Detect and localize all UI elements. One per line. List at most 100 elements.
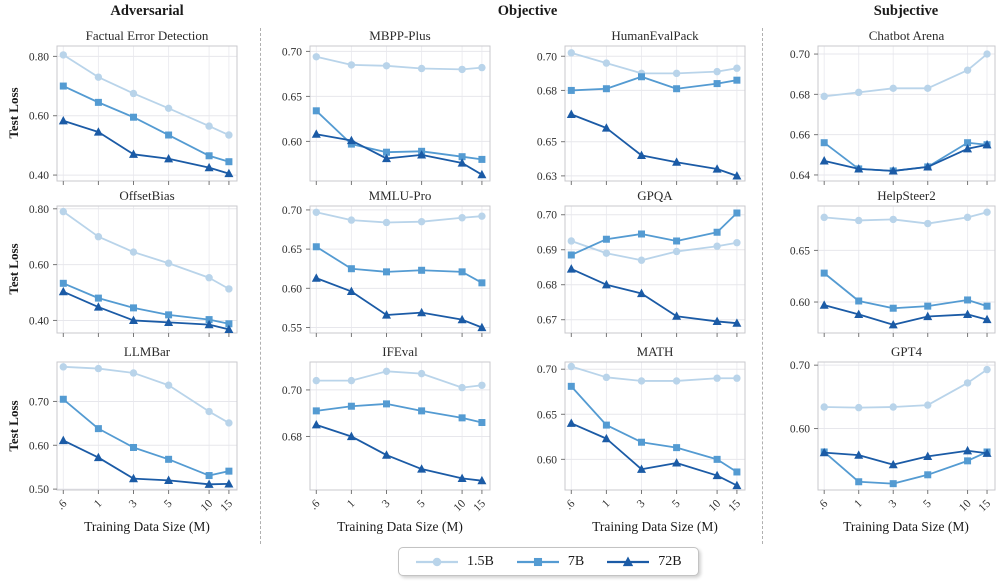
svg-text:0.50: 0.50 <box>29 484 49 496</box>
chart-chatbot-arena: Chatbot Arena 0.64 0.66 0.68 0.70 <box>766 28 1000 188</box>
svg-text:0.80: 0.80 <box>29 204 49 216</box>
svg-text:0.70: 0.70 <box>790 49 810 61</box>
svg-text:0.60: 0.60 <box>29 440 49 452</box>
legend-marker-triangle-icon <box>607 555 650 566</box>
separator-adversarial-objective <box>260 28 261 544</box>
svg-text:10: 10 <box>707 497 724 514</box>
svg-text:0.66: 0.66 <box>790 130 810 142</box>
group-header-objective: Objective <box>497 3 558 19</box>
svg-text:0.65: 0.65 <box>282 244 302 256</box>
legend-marker-square-icon <box>516 557 559 566</box>
svg-text:0.67: 0.67 <box>537 315 557 327</box>
legend-item-72b: 72B <box>606 553 682 570</box>
chatbot-arena-plot: 0.64 0.66 0.68 0.70 <box>790 45 996 185</box>
x-axis-label-col2: Training Data Size (M) <box>337 519 463 534</box>
svg-text:0.80: 0.80 <box>29 51 49 63</box>
svg-text:5: 5 <box>162 497 175 510</box>
svg-text:.6: .6 <box>563 497 578 512</box>
svg-text:0.70: 0.70 <box>282 46 302 58</box>
legend-item-1-5b: 1.5B <box>415 554 494 570</box>
chart-gpt4: GPT4 0.60 0.70 .6 1 3 5 10 15 <box>766 344 1000 534</box>
chart-humanevalpack: HumanEvalPack 0.63 0.65 0.68 0.70 <box>513 28 751 188</box>
chart-mbpp-plus: MBPP-Plus 0.60 0.65 0.70 <box>258 28 496 188</box>
svg-text:15: 15 <box>726 497 743 514</box>
chart-title: Chatbot Arena <box>868 28 945 43</box>
chart-helpsteer2: HelpSteer2 0.60 0.65 <box>766 188 1000 338</box>
svg-text:0.65: 0.65 <box>282 91 302 103</box>
svg-text:.6: .6 <box>55 497 70 512</box>
svg-text:0.60: 0.60 <box>29 260 49 272</box>
svg-text:3: 3 <box>887 497 900 510</box>
llmbar-plot: 0.50 0.60 0.70 .6 1 3 5 10 15 <box>29 361 238 514</box>
chart-llmbar: LLMBar 0.50 0.60 0.70 .6 1 3 5 10 15 <box>5 344 243 534</box>
helpsteer2-plot: 0.60 0.65 <box>790 205 996 337</box>
svg-text:0.40: 0.40 <box>29 315 49 327</box>
chart-math: MATH 0.60 0.65 0.70 .6 1 3 5 10 15 <box>513 344 751 534</box>
svg-text:10: 10 <box>452 497 469 514</box>
chart-title: Factual Error Detection <box>85 28 209 43</box>
svg-text:0.68: 0.68 <box>537 280 557 292</box>
chart-title: HelpSteer2 <box>877 188 936 203</box>
svg-text:0.60: 0.60 <box>282 136 302 148</box>
svg-text:0.63: 0.63 <box>537 171 557 183</box>
chart-title: GPT4 <box>890 344 923 359</box>
svg-text:1: 1 <box>92 497 105 510</box>
svg-text:0.68: 0.68 <box>537 85 557 97</box>
chart-ifeval: IFEval 0.68 0.70 .6 1 3 5 10 15 <box>258 344 496 534</box>
svg-text:5: 5 <box>670 497 683 510</box>
svg-text:15: 15 <box>218 497 235 514</box>
svg-text:5: 5 <box>921 497 934 510</box>
legend-label: 7B <box>567 553 585 569</box>
factual-error-detection-plot: 0.40 0.60 0.80 <box>29 45 238 185</box>
legend-label: 72B <box>658 553 682 569</box>
math-plot: 0.60 0.65 0.70 .6 1 3 5 10 15 <box>537 361 746 514</box>
legend: 1.5B 7B 72B <box>398 547 699 576</box>
svg-text:0.60: 0.60 <box>790 297 810 309</box>
svg-text:10: 10 <box>957 497 974 514</box>
legend-item-7b: 7B <box>516 554 584 570</box>
svg-text:1: 1 <box>600 497 613 510</box>
svg-text:0.55: 0.55 <box>282 323 302 335</box>
svg-text:0.64: 0.64 <box>790 170 810 182</box>
svg-text:1: 1 <box>852 497 865 510</box>
gpt4-plot: 0.60 0.70 .6 1 3 5 10 15 <box>790 360 996 514</box>
chart-title: MATH <box>636 344 674 359</box>
legend-label: 1.5B <box>467 553 494 569</box>
chart-factual-error-detection: Factual Error Detection 0.40 0.60 0.80 <box>5 28 243 188</box>
chart-title: MBPP-Plus <box>369 28 431 43</box>
svg-text:0.70: 0.70 <box>537 51 557 63</box>
separator-objective-subjective <box>762 28 763 544</box>
svg-text:0.70: 0.70 <box>537 364 557 376</box>
svg-text:3: 3 <box>380 497 393 510</box>
svg-text:0.70: 0.70 <box>29 396 49 408</box>
svg-text:.6: .6 <box>816 497 831 512</box>
svg-text:0.60: 0.60 <box>790 424 810 436</box>
svg-text:.6: .6 <box>308 497 323 512</box>
svg-text:1: 1 <box>345 497 358 510</box>
svg-text:0.69: 0.69 <box>537 245 557 257</box>
svg-text:0.40: 0.40 <box>29 170 49 182</box>
svg-text:0.65: 0.65 <box>537 137 557 149</box>
svg-text:0.70: 0.70 <box>537 210 557 222</box>
group-header-adversarial: Adversarial <box>110 3 184 19</box>
mmlu-pro-plot: 0.55 0.60 0.65 0.70 <box>282 205 491 337</box>
svg-text:0.65: 0.65 <box>790 245 810 257</box>
svg-text:0.70: 0.70 <box>282 385 302 397</box>
svg-text:0.60: 0.60 <box>537 454 557 466</box>
svg-text:0.68: 0.68 <box>790 89 810 101</box>
chart-title: LLMBar <box>123 344 171 359</box>
group-header-subjective: Subjective <box>873 3 939 19</box>
humanevalpack-plot: 0.63 0.65 0.68 0.70 <box>537 45 746 185</box>
legend-marker-circle-icon <box>416 557 458 566</box>
svg-text:0.60: 0.60 <box>282 283 302 295</box>
x-axis-label-col1: Training Data Size (M) <box>84 519 210 534</box>
chart-title: MMLU-Pro <box>368 188 432 203</box>
chart-title: GPQA <box>637 188 673 203</box>
svg-text:15: 15 <box>471 497 488 514</box>
svg-text:0.60: 0.60 <box>29 111 49 123</box>
x-axis-label-col4: Training Data Size (M) <box>843 519 969 534</box>
svg-text:3: 3 <box>127 497 140 510</box>
svg-text:15: 15 <box>977 497 994 514</box>
chart-offsetbias: OffsetBias 0.40 0.60 0.80 <box>5 188 243 338</box>
